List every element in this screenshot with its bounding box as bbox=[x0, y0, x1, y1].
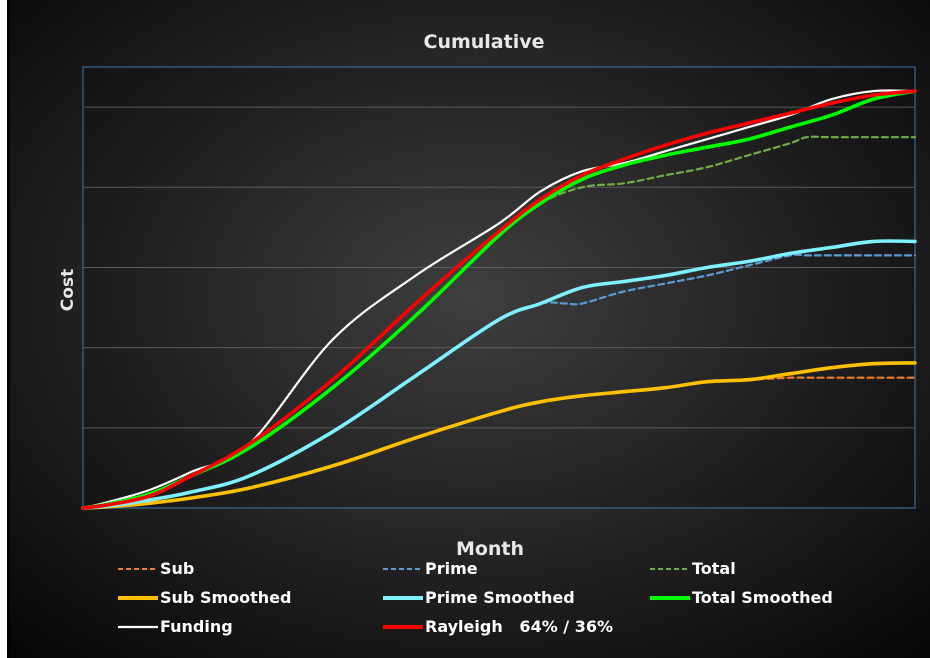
legend: Sub Prime Total Sub Smoothed Prime Smoothed T… bbox=[118, 559, 833, 636]
legend-item: Prime bbox=[383, 559, 478, 578]
chart-title: Cumulative bbox=[424, 31, 545, 53]
legend-item: Rayleigh 64% / 36% bbox=[383, 617, 613, 636]
legend-item: Sub Smoothed bbox=[118, 588, 291, 607]
series-line-sub-smoothed bbox=[81, 361, 917, 510]
series-lines bbox=[81, 89, 917, 510]
legend-label: Funding bbox=[160, 617, 233, 636]
legend-label: Prime bbox=[425, 559, 478, 578]
x-axis-label: Month bbox=[456, 538, 524, 560]
chart-background bbox=[10, 0, 930, 658]
legend-item: Sub bbox=[118, 559, 194, 578]
y-axis-label: Cost bbox=[58, 269, 78, 311]
legend-label: Total Smoothed bbox=[692, 588, 833, 607]
legend-label: Sub Smoothed bbox=[160, 588, 291, 607]
series-line-total bbox=[81, 135, 917, 510]
gridlines bbox=[83, 106, 915, 429]
series-line-funding bbox=[81, 89, 917, 510]
cumulative-chart: Cumulative Month Cost Sub Prime Total Sub S… bbox=[10, 0, 930, 658]
chart-frame: Cumulative Month Cost Sub Prime Total Sub S… bbox=[7, 0, 930, 658]
legend-label: Prime Smoothed bbox=[425, 588, 575, 607]
legend-label: Total bbox=[692, 559, 736, 578]
series-line-rayleigh-64-36 bbox=[81, 89, 917, 510]
legend-label: Sub bbox=[160, 559, 194, 578]
legend-item: Funding bbox=[118, 617, 233, 636]
legend-item: Total Smoothed bbox=[650, 588, 833, 607]
plot-area bbox=[82, 66, 916, 509]
legend-item: Total bbox=[650, 559, 736, 578]
legend-item: Prime Smoothed bbox=[383, 588, 575, 607]
legend-label: Rayleigh 64% / 36% bbox=[425, 617, 613, 636]
series-line-prime-smoothed bbox=[81, 239, 917, 510]
